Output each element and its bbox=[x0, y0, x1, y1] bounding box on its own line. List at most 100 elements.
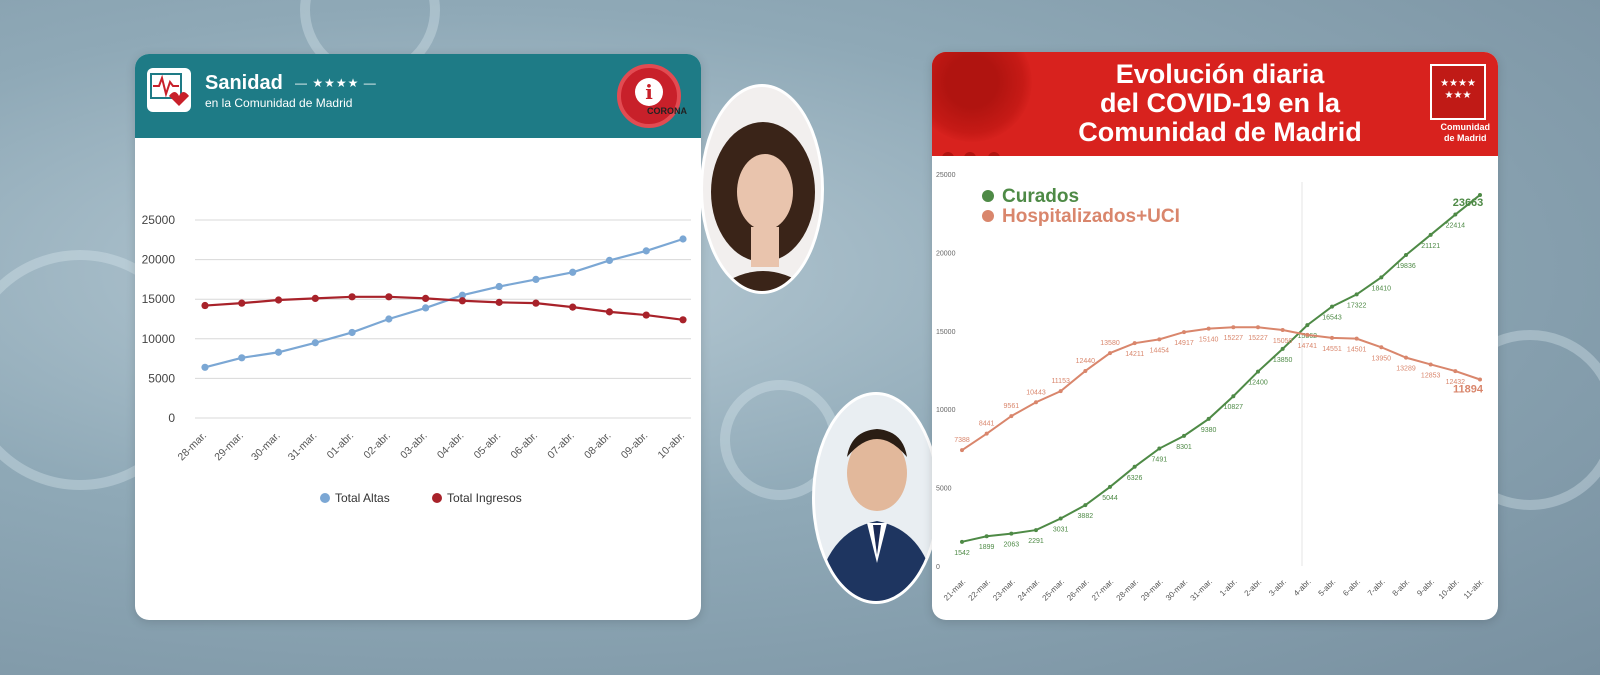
covid-evolution-card: Evolución diaria del COVID-19 en la Comu… bbox=[932, 52, 1498, 620]
data-point bbox=[311, 339, 319, 347]
data-point bbox=[1058, 516, 1063, 521]
data-label: 5044 bbox=[1102, 495, 1118, 502]
comunidad-madrid-logo: ★★★★ ★★★ bbox=[1430, 64, 1486, 120]
y-tick-label: 20000 bbox=[142, 253, 176, 267]
data-point bbox=[1280, 346, 1285, 351]
y-tick-label: 15000 bbox=[936, 329, 956, 336]
data-label: 3031 bbox=[1053, 526, 1069, 533]
data-label: 12432 bbox=[1446, 379, 1466, 386]
covid-header: Evolución diaria del COVID-19 en la Comu… bbox=[932, 52, 1498, 156]
data-point bbox=[532, 275, 540, 283]
data-point bbox=[1280, 328, 1285, 333]
data-point bbox=[274, 348, 283, 356]
data-point bbox=[495, 298, 503, 306]
data-label: 17322 bbox=[1347, 302, 1367, 309]
data-point bbox=[1182, 433, 1186, 438]
legend-label: Total Ingresos bbox=[447, 491, 522, 505]
heart-monitor-icon bbox=[147, 68, 191, 112]
data-point bbox=[238, 354, 246, 362]
data-label: 7491 bbox=[1152, 457, 1168, 464]
x-tick-label: 2-abr. bbox=[1243, 577, 1264, 598]
person-photo-woman bbox=[700, 84, 824, 294]
data-point bbox=[1009, 531, 1014, 536]
data-point bbox=[1034, 528, 1038, 533]
data-point bbox=[1132, 464, 1137, 469]
legend-marker bbox=[432, 493, 442, 503]
hospital-chart-card: Sanidad — ★★★★ — en la Comunidad de Madr… bbox=[135, 54, 701, 620]
data-label: 8441 bbox=[979, 421, 995, 428]
corona-badge-text: CORONA bbox=[647, 106, 687, 116]
data-label: 9380 bbox=[1201, 427, 1217, 434]
legend-marker bbox=[320, 493, 330, 503]
data-label: 23663 bbox=[1453, 197, 1484, 209]
x-tick-label: 23-mar. bbox=[991, 577, 1017, 603]
x-tick-label: 30-mar. bbox=[249, 430, 283, 464]
data-label: 12400 bbox=[1248, 380, 1268, 387]
data-point bbox=[960, 448, 964, 453]
data-point bbox=[642, 311, 650, 319]
data-point bbox=[1034, 400, 1038, 405]
data-point bbox=[1428, 362, 1433, 367]
data-point bbox=[238, 299, 246, 307]
virus-icon bbox=[932, 52, 1032, 142]
x-tick-label: 04-abr. bbox=[435, 430, 467, 462]
sanidad-header: Sanidad — ★★★★ — en la Comunidad de Madr… bbox=[135, 54, 701, 138]
y-tick-label: 0 bbox=[936, 564, 940, 571]
data-point bbox=[385, 315, 393, 323]
x-tick-label: 08-abr. bbox=[582, 430, 614, 462]
data-label: 15140 bbox=[1199, 337, 1219, 344]
x-tick-label: 03-abr. bbox=[398, 430, 430, 462]
data-point bbox=[532, 299, 540, 307]
data-point bbox=[1108, 484, 1112, 489]
data-point bbox=[1256, 369, 1260, 374]
data-point bbox=[1478, 377, 1482, 382]
data-point bbox=[1453, 369, 1458, 374]
data-point bbox=[1157, 337, 1162, 342]
data-label: 10443 bbox=[1026, 389, 1046, 396]
x-tick-label: 07-abr. bbox=[545, 430, 577, 462]
data-point bbox=[1354, 336, 1359, 341]
data-label: 12853 bbox=[1421, 372, 1441, 379]
x-tick-label: 06-abr. bbox=[508, 430, 540, 462]
x-tick-label: 10-abr. bbox=[656, 430, 688, 462]
x-tick-label: 30-mar. bbox=[1164, 577, 1190, 603]
data-label: 16543 bbox=[1322, 315, 1342, 322]
x-tick-label: 1-abr. bbox=[1218, 577, 1239, 598]
x-tick-label: 11-abr. bbox=[1462, 577, 1486, 601]
data-point bbox=[1379, 275, 1384, 280]
data-label: 15227 bbox=[1224, 335, 1244, 342]
drop-decoration bbox=[942, 152, 954, 156]
data-label: 10827 bbox=[1224, 404, 1244, 411]
data-label: 1899 bbox=[979, 544, 995, 551]
data-label: 15227 bbox=[1248, 335, 1268, 342]
x-tick-label: 27-mar. bbox=[1090, 577, 1116, 603]
header-title-line: Comunidad de Madrid bbox=[1078, 117, 1362, 147]
y-tick-label: 20000 bbox=[936, 250, 956, 257]
data-point bbox=[1305, 323, 1310, 328]
logo-label-line: de Madrid bbox=[1443, 133, 1487, 143]
data-point bbox=[605, 256, 614, 264]
data-point bbox=[422, 304, 430, 312]
data-point bbox=[274, 296, 283, 304]
data-point bbox=[1404, 252, 1408, 257]
data-label: 14454 bbox=[1150, 347, 1170, 354]
data-point bbox=[1083, 368, 1088, 373]
x-tick-label: 21-mar. bbox=[942, 577, 968, 603]
comunidad-madrid-label: Comunidad de Madrid bbox=[1441, 122, 1491, 144]
data-point bbox=[495, 282, 503, 291]
x-tick-label: 5-abr. bbox=[1317, 577, 1338, 598]
logo-label-line: Comunidad bbox=[1440, 122, 1491, 132]
x-tick-label: 28-mar. bbox=[1115, 577, 1141, 603]
data-point bbox=[1256, 325, 1260, 330]
y-tick-label: 0 bbox=[168, 411, 175, 425]
data-point bbox=[1404, 355, 1408, 360]
y-tick-label: 10000 bbox=[936, 407, 956, 414]
data-point bbox=[201, 301, 209, 310]
data-label: 22414 bbox=[1446, 223, 1466, 230]
data-point bbox=[1108, 351, 1112, 356]
data-point bbox=[1428, 232, 1433, 237]
data-label: 14501 bbox=[1347, 347, 1367, 354]
data-label: 18410 bbox=[1372, 285, 1392, 292]
y-tick-label: 25000 bbox=[142, 213, 176, 227]
